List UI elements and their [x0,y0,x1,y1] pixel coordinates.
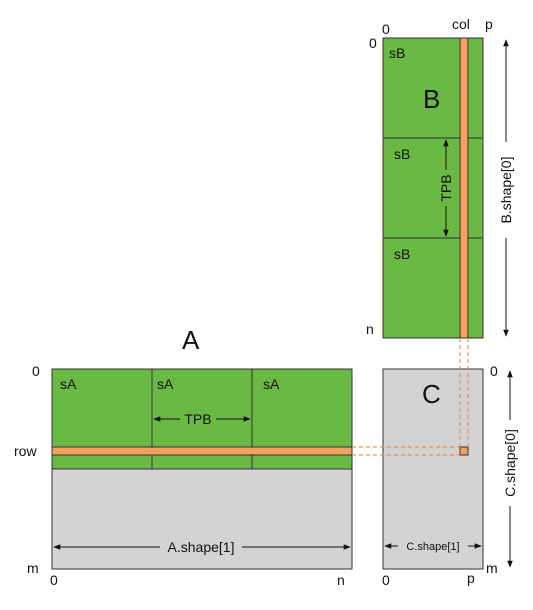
matrix-c-shape0-label: C.shape[0] [502,429,518,497]
matrix-a-col-start-label: 0 [50,572,58,588]
matrix-c-title: C [422,379,441,409]
matrix-b-col-strip [459,37,469,339]
matrix-b-col-start-label: 0 [382,21,390,37]
matrix-b: sB sB sB B TPB 0 col p 0 n B.shape[0] [366,16,514,339]
matrix-b-shape-label: B.shape[0] [498,157,514,224]
matrix-c-shape1-label: C.shape[1] [406,541,459,553]
matrix-c-shape1-label-bg [398,539,468,553]
dashed-connectors [352,338,469,456]
matrix-a-shape-label: A.shape[1] [168,539,235,555]
matrix-c-shape0-label-bg [502,420,518,506]
matrix-b-tpb-label: TPB [438,174,454,201]
matrix-b-tile-label-3: sB [394,246,410,262]
matrix-b-tpb-label-bg [438,170,454,206]
matrix-b-title: B [423,84,440,114]
matrix-c-body [382,368,484,570]
matrix-b-row-end-label: n [366,321,374,337]
matrix-c-row-start-label: 0 [490,363,498,379]
matrix-a-tile-label-2: sA [157,376,174,392]
matrix-c: C C.shape[1] C.shape[0] 0 m 0 p [382,363,518,588]
matrix-b-tile-label-1: sB [389,45,405,61]
matrix-a: sA sA sA A TPB 0 row m 0 n A.shape[1] [14,325,353,588]
matrix-b-tile-label-2: sB [394,146,410,162]
matrix-a-row-label: row [14,443,37,459]
matrix-c-col-start-label: 0 [382,572,390,588]
matrix-a-shape-label-bg [160,539,242,555]
matrix-c-row-end-label: m [486,560,498,576]
matrix-a-title: A [182,325,200,355]
matrix-b-shape-label-bg [498,142,514,238]
matrix-b-col-label: col [452,16,470,32]
matrix-a-tpb-label: TPB [184,411,211,427]
matrix-b-row-start-label: 0 [369,35,377,51]
matrix-a-row-start-label: 0 [32,363,40,379]
matrix-c-output-cell [459,446,469,456]
matrix-a-tpb-label-bg [180,411,216,427]
matrix-b-col-end-label: p [485,16,493,32]
matrix-a-col-end-label: n [337,572,345,588]
matrix-a-row-end-label: m [27,560,39,576]
matrix-a-tile-label-3: sA [263,376,280,392]
matrix-a-row-strip [51,446,353,456]
matrix-a-tile-label-1: sA [60,376,77,392]
matrix-c-col-end-label: p [467,570,475,586]
